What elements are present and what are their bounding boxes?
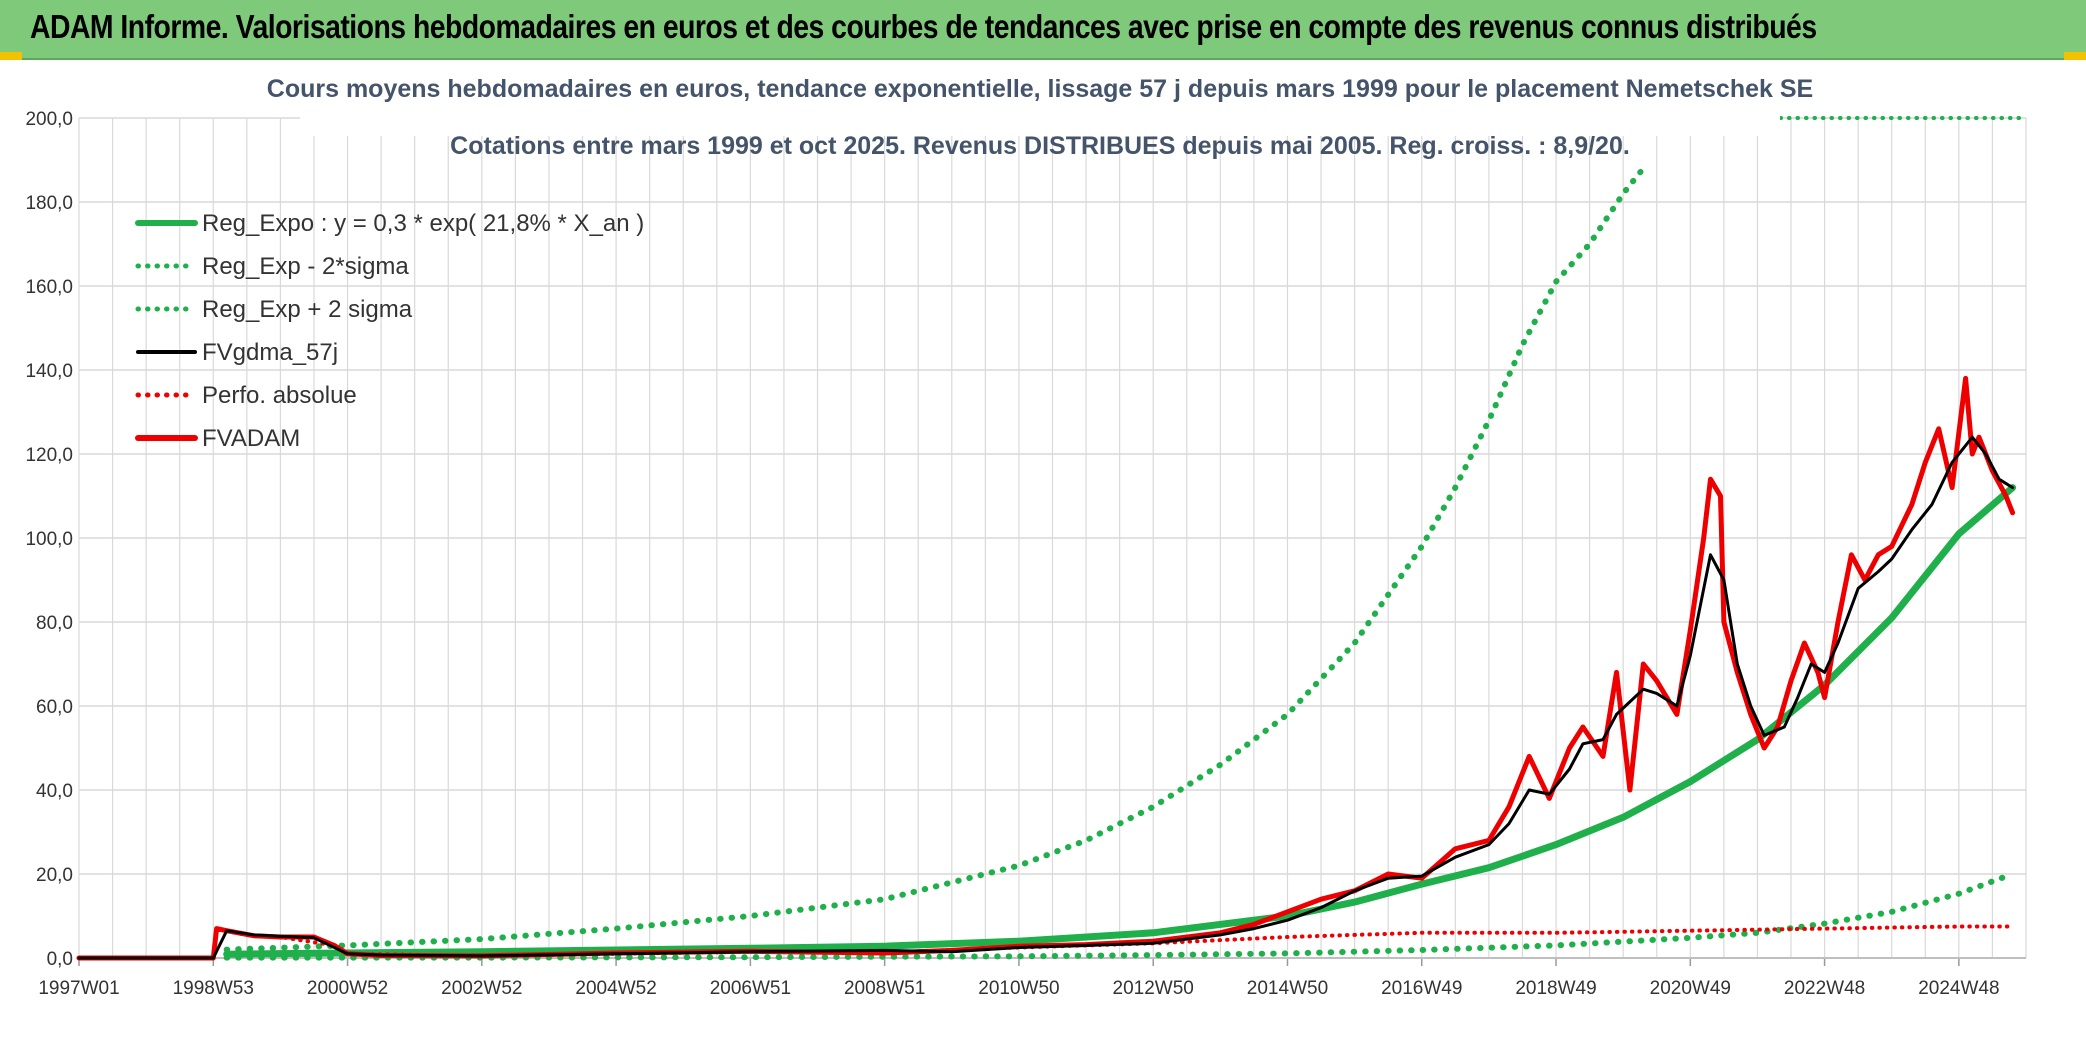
x-tick-label: 2016W49 (1381, 978, 1462, 999)
x-tick-label: 2018W49 (1515, 978, 1596, 999)
x-tick-label: 2024W48 (1918, 978, 1999, 999)
legend: Reg_Expo : y = 0,3 * exp( 21,8% * X_an )… (135, 210, 644, 452)
x-tick-label: 2000W52 (307, 978, 388, 999)
y-tick-label: 80,0 (36, 613, 73, 634)
x-tick-label: 2004W52 (575, 978, 656, 999)
reg-exp-upper-line (223, 165, 1647, 953)
legend-label: FVADAM (202, 425, 300, 452)
fvgdma-line (77, 435, 2015, 960)
x-tick-label: 1997W01 (38, 978, 119, 999)
reg-expo-line (223, 484, 2017, 958)
title-backdrop (300, 64, 1780, 136)
y-tick-label: 20,0 (36, 865, 73, 886)
y-tick-label: 60,0 (36, 697, 73, 718)
x-axis: 1997W01 1998W53 2000W52 2002W52 2004W52 2006W… (38, 957, 2026, 999)
legend-label: Perfo. absolue (202, 382, 357, 409)
legend-label: FVgdma_57j (202, 339, 338, 366)
y-tick-label: 160,0 (25, 277, 73, 298)
reg-exp-lower-line (223, 871, 2016, 961)
perfo-absolue-line (77, 924, 2015, 960)
corner-mark-left (0, 52, 22, 60)
x-tick-label: 1998W53 (173, 978, 254, 999)
chart-title: Cours moyens hebdomadaires en euros, ten… (267, 75, 1813, 103)
y-tick-label: 140,0 (25, 361, 73, 382)
x-tick-label: 2008W51 (844, 978, 925, 999)
y-tick-label: 100,0 (25, 529, 73, 550)
legend-label: Reg_Exp + 2 sigma (202, 296, 413, 323)
legend-label: Reg_Exp - 2*sigma (202, 253, 409, 280)
y-tick-label: 40,0 (36, 781, 73, 802)
y-axis: 0,0 20,0 40,0 60,0 80,0 100,0 120,0 140,0 160,0 1… (25, 109, 73, 970)
report-header: ADAM Informe. Valorisations hebdomadaire… (0, 0, 2086, 60)
report-title: ADAM Informe. Valorisations hebdomadaire… (30, 8, 1817, 45)
y-tick-label: 180,0 (25, 193, 73, 214)
y-tick-label: 120,0 (25, 445, 73, 466)
corner-mark-right (2064, 52, 2086, 60)
x-tick-label: 2020W49 (1650, 978, 1731, 999)
x-tick-label: 2002W52 (441, 978, 522, 999)
series-group (76, 116, 2028, 961)
legend-label: Reg_Expo : y = 0,3 * exp( 21,8% * X_an ) (202, 210, 644, 237)
y-tick-label: 0,0 (47, 949, 73, 970)
chart-subtitle: Cotations entre mars 1999 et oct 2025. R… (450, 132, 1630, 160)
x-tick-label: 2006W51 (710, 978, 791, 999)
y-tick-label: 200,0 (25, 109, 73, 130)
fvadam-line (76, 375, 2016, 961)
grid (78, 117, 2027, 959)
x-tick-label: 2010W50 (978, 978, 1059, 999)
x-tick-label: 2022W48 (1784, 978, 1865, 999)
price-chart: 0,0 20,0 40,0 60,0 80,0 100,0 120,0 140,0 160,0 1… (25, 64, 2028, 999)
x-tick-label: 2012W50 (1113, 978, 1194, 999)
x-tick-label: 2014W50 (1247, 978, 1328, 999)
